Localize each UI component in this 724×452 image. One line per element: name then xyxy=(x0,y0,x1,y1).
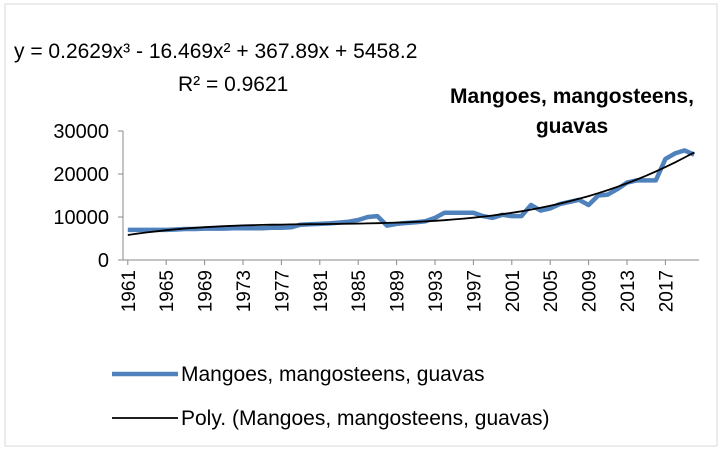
x-tick-label: 2005 xyxy=(541,270,562,312)
legend-label: Mangoes, mangosteens, guavas xyxy=(181,363,485,386)
x-tick-label: 1965 xyxy=(157,270,178,312)
x-tick-label: 1981 xyxy=(311,270,332,312)
legend-label: Poly. (Mangoes, mangosteens, guavas) xyxy=(181,407,549,430)
x-tick-label: 2009 xyxy=(580,270,601,312)
x-tick-label: 2013 xyxy=(618,270,639,312)
y-tick-label: 0 xyxy=(98,250,109,272)
x-tick-label: 1989 xyxy=(388,270,409,312)
x-tick-label: 2001 xyxy=(503,270,524,312)
trend-line xyxy=(127,151,695,236)
x-tick-label: 1969 xyxy=(196,270,217,312)
y-tick-label: 30000 xyxy=(53,121,109,143)
y-tick-label: 20000 xyxy=(53,164,109,186)
x-tick-label: 1977 xyxy=(272,270,293,312)
x-tick-label: 1961 xyxy=(119,270,140,312)
trend-equation: y = 0.2629x³ - 16.469x² + 367.89x + 5458… xyxy=(14,40,417,63)
trend-r-squared: R² = 0.9621 xyxy=(178,73,288,96)
x-tick-label: 1993 xyxy=(426,270,447,312)
x-tick-label: 1985 xyxy=(349,270,370,312)
x-tick-label: 1997 xyxy=(464,270,485,312)
x-tick-label: 1973 xyxy=(234,270,255,312)
x-tick-label: 2017 xyxy=(656,270,677,312)
chart-border xyxy=(4,3,718,447)
chart-title: Mangoes, mangosteens, guavas xyxy=(450,85,694,138)
y-tick-label: 10000 xyxy=(53,207,109,229)
